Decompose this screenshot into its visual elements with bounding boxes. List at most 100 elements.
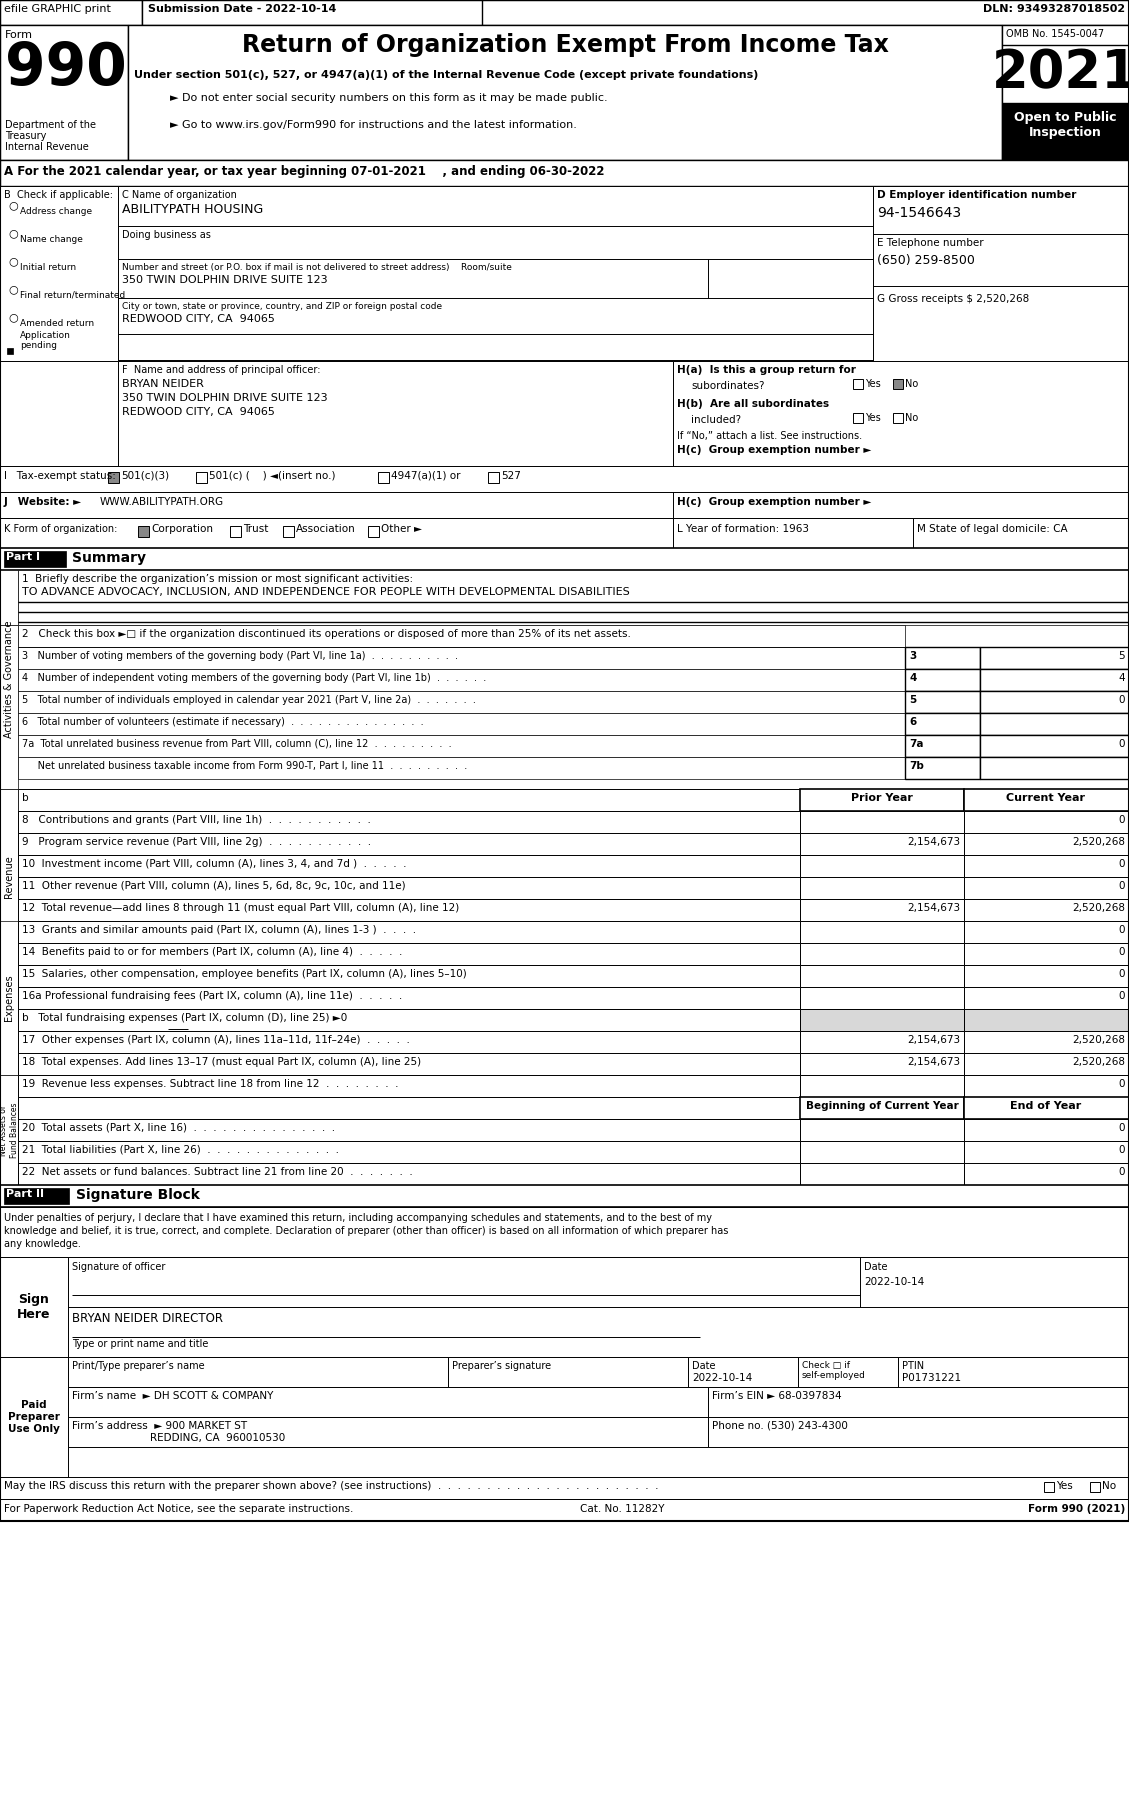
Text: 5: 5 (1119, 651, 1124, 660)
Text: ○: ○ (8, 229, 18, 238)
Text: E Telephone number: E Telephone number (877, 238, 983, 249)
Bar (18, 735, 905, 756)
Text: 22  Net assets or fund balances. Subtract line 21 from line 20  .  .  .  .  .  .: 22 Net assets or fund balances. Subtract… (21, 1166, 413, 1177)
Bar (800, 811, 964, 833)
Bar (378, 472, 390, 483)
Text: 0: 0 (1119, 860, 1124, 869)
Text: ► Go to www.irs.gov/Form990 for instructions and the latest information.: ► Go to www.irs.gov/Form990 for instruct… (170, 120, 577, 131)
Bar (964, 900, 1129, 922)
Text: Net Assets or
Fund Balances: Net Assets or Fund Balances (0, 1103, 19, 1157)
Text: Firm’s name  ► DH SCOTT & COMPANY: Firm’s name ► DH SCOTT & COMPANY (72, 1391, 273, 1400)
Text: 0: 0 (1119, 1145, 1124, 1156)
Text: 6   Total number of volunteers (estimate if necessary)  .  .  .  .  .  .  .  .  : 6 Total number of volunteers (estimate i… (21, 717, 423, 727)
Text: H(b)  Are all subordinates: H(b) Are all subordinates (677, 399, 829, 408)
Text: 10  Investment income (Part VIII, column (A), lines 3, 4, and 7d )  .  .  .  .  : 10 Investment income (Part VIII, column … (21, 860, 406, 869)
Text: Beginning of Current Year: Beginning of Current Year (806, 1101, 959, 1110)
Bar (905, 669, 980, 691)
Text: ○: ○ (8, 312, 18, 323)
Text: Address change: Address change (20, 207, 93, 216)
Bar (108, 472, 119, 483)
Text: Part II: Part II (6, 1188, 44, 1199)
Bar (68, 1417, 708, 1448)
Bar (138, 526, 149, 537)
Text: F  Name and address of principal officer:: F Name and address of principal officer: (122, 365, 321, 375)
Bar (800, 1076, 964, 1097)
Bar (18, 1163, 800, 1185)
Bar (964, 876, 1129, 900)
Text: 501(c) (    ) ◄(insert no.): 501(c) ( ) ◄(insert no.) (209, 472, 335, 481)
Bar (800, 943, 964, 965)
Text: 2,154,673: 2,154,673 (907, 1058, 960, 1067)
Text: 1  Briefly describe the organization’s mission or most significant activities:: 1 Briefly describe the organization’s mi… (21, 573, 413, 584)
Text: 12  Total revenue—add lines 8 through 11 (must equal Part VIII, column (A), line: 12 Total revenue—add lines 8 through 11 … (21, 903, 460, 912)
Bar (964, 1009, 1129, 1030)
Text: ○: ○ (8, 200, 18, 210)
Bar (964, 1076, 1129, 1097)
Text: ABILITYPATH HOUSING: ABILITYPATH HOUSING (122, 203, 263, 216)
Text: Sign
Here: Sign Here (17, 1293, 51, 1321)
Bar (196, 472, 207, 483)
Text: knowledge and belief, it is true, correct, and complete. Declaration of preparer: knowledge and belief, it is true, correc… (5, 1226, 728, 1235)
Bar (5, 1188, 69, 1204)
Text: 21  Total liabilities (Part X, line 26)  .  .  .  .  .  .  .  .  .  .  .  .  .  : 21 Total liabilities (Part X, line 26) .… (21, 1145, 339, 1156)
Text: BRYAN NEIDER DIRECTOR: BRYAN NEIDER DIRECTOR (72, 1312, 224, 1324)
Text: 4: 4 (1119, 673, 1124, 684)
Text: 527: 527 (501, 472, 520, 481)
Text: No: No (1102, 1480, 1117, 1491)
Text: ○: ○ (8, 285, 18, 294)
Bar (0, 548, 1129, 570)
Bar (18, 1119, 800, 1141)
Text: Signature Block: Signature Block (76, 1188, 200, 1203)
Bar (0, 1206, 1129, 1257)
Text: Application: Application (20, 330, 71, 339)
Text: BRYAN NEIDER: BRYAN NEIDER (122, 379, 204, 388)
Text: Type or print name and title: Type or print name and title (72, 1339, 209, 1350)
Bar (0, 187, 119, 361)
Text: 4: 4 (909, 673, 917, 684)
Text: No: No (905, 414, 918, 423)
Text: Part I: Part I (6, 551, 40, 562)
Text: Form: Form (5, 31, 33, 40)
Text: 3: 3 (909, 651, 917, 660)
Text: 6: 6 (909, 717, 917, 727)
Bar (980, 756, 1129, 778)
Bar (980, 669, 1129, 691)
Text: 18  Total expenses. Add lines 13–17 (must equal Part IX, column (A), line 25): 18 Total expenses. Add lines 13–17 (must… (21, 1058, 421, 1067)
Text: 350 TWIN DOLPHIN DRIVE SUITE 123: 350 TWIN DOLPHIN DRIVE SUITE 123 (122, 394, 327, 403)
Text: b: b (21, 793, 28, 804)
Text: C Name of organization: C Name of organization (122, 190, 237, 200)
Bar (18, 789, 800, 811)
Bar (0, 160, 1129, 187)
Text: 11  Other revenue (Part VIII, column (A), lines 5, 6d, 8c, 9c, 10c, and 11e): 11 Other revenue (Part VIII, column (A),… (21, 882, 405, 891)
Text: Yes: Yes (865, 414, 881, 423)
Text: b   Total fundraising expenses (Part IX, column (D), line 25) ►0: b Total fundraising expenses (Part IX, c… (21, 1012, 348, 1023)
Text: 0: 0 (1119, 695, 1124, 706)
Bar (964, 922, 1129, 943)
Text: 20  Total assets (Part X, line 16)  .  .  .  .  .  .  .  .  .  .  .  .  .  .  .: 20 Total assets (Part X, line 16) . . . … (21, 1123, 335, 1134)
Bar (893, 414, 903, 423)
Text: 0: 0 (1119, 925, 1124, 934)
Text: Number and street (or P.O. box if mail is not delivered to street address)    Ro: Number and street (or P.O. box if mail i… (122, 263, 511, 272)
Text: 94-1546643: 94-1546643 (877, 207, 961, 219)
Text: ○: ○ (8, 256, 18, 267)
Text: OMB No. 1545-0047: OMB No. 1545-0047 (1006, 29, 1104, 38)
Bar (18, 833, 800, 854)
Bar (283, 526, 294, 537)
Bar (800, 1030, 964, 1052)
Bar (798, 1357, 898, 1388)
Bar (800, 1119, 964, 1141)
Text: Summary: Summary (72, 551, 146, 564)
Bar (905, 756, 980, 778)
Text: 4   Number of independent voting members of the governing body (Part VI, line 1b: 4 Number of independent voting members o… (21, 673, 487, 684)
Bar (800, 987, 964, 1009)
Text: Final return/terminated: Final return/terminated (20, 290, 125, 299)
Text: Other ►: Other ► (380, 524, 422, 533)
Bar (18, 1097, 800, 1119)
Bar (854, 379, 863, 388)
Text: J   Website: ►: J Website: ► (5, 497, 82, 506)
Text: Association: Association (296, 524, 356, 533)
Text: Check □ if
self-employed: Check □ if self-employed (802, 1360, 866, 1380)
Text: 7a  Total unrelated business revenue from Part VIII, column (C), line 12  .  .  : 7a Total unrelated business revenue from… (21, 738, 452, 749)
Text: TO ADVANCE ADVOCACY, INCLUSION, AND INDEPENDENCE FOR PEOPLE WITH DEVELOPMENTAL D: TO ADVANCE ADVOCACY, INCLUSION, AND INDE… (21, 588, 630, 597)
Bar (905, 735, 980, 756)
